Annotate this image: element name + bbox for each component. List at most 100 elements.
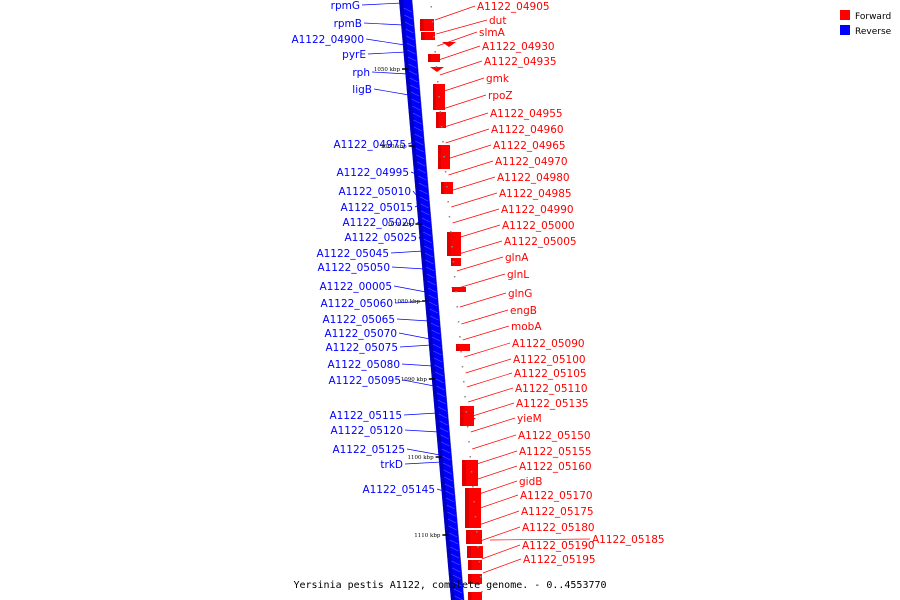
reverse-arrow-hatch	[440, 434, 449, 440]
feature-dot	[476, 531, 478, 533]
reverse-arrow-hatch	[407, 49, 416, 55]
reverse-arrow-hatch	[450, 546, 459, 552]
reverse-label-connector	[407, 141, 414, 145]
reverse-arrow-hatch	[423, 238, 432, 244]
feature-dot	[448, 216, 451, 218]
reverse-arrow-hatch	[421, 217, 431, 223]
reverse-arrow-hatch	[450, 553, 460, 559]
feature-dot	[470, 471, 473, 473]
reverse-gene-label: A1122_05050	[317, 262, 390, 274]
forward-label-connector	[458, 273, 506, 289]
reverse-gene-label: A1122_05015	[340, 202, 413, 214]
reverse-arrow-hatch	[430, 315, 439, 321]
forward-gene-block	[466, 530, 482, 544]
reverse-arrow-hatch	[454, 595, 463, 600]
reverse-arrow-hatch	[411, 98, 420, 104]
forward-label-connector	[445, 128, 490, 144]
feature-dot	[431, 21, 434, 23]
forward-label-connector	[482, 558, 522, 574]
forward-gene-label: yieM	[517, 413, 542, 425]
forward-label-connector	[465, 358, 512, 374]
reverse-arrow-hatch	[441, 441, 450, 447]
reverse-gene-label: A1122_05080	[327, 359, 400, 371]
reverse-label-connector	[394, 300, 428, 304]
reverse-arrow-hatch	[446, 504, 455, 510]
forward-gene-label: slmA	[479, 27, 506, 39]
reverse-arrow-hatch	[405, 28, 414, 34]
reverse-arrow-hatch	[415, 147, 424, 153]
reverse-arrow-hatch	[428, 294, 437, 300]
forward-label-connector	[477, 494, 519, 510]
forward-label-connector	[444, 112, 489, 128]
forward-label-connector	[462, 325, 510, 341]
forward-gene-label: A1122_05105	[514, 368, 587, 380]
reverse-gene-label: A1122_04900	[291, 34, 364, 46]
reverse-arrow-hatch	[449, 539, 458, 545]
forward-gene-label: gidB	[519, 476, 542, 488]
forward-gene-label: A1122_05185	[592, 534, 665, 546]
feature-dot	[472, 486, 474, 488]
reverse-arrow-hatch	[418, 175, 427, 181]
forward-gene-shade	[465, 502, 469, 528]
forward-label-connector	[489, 538, 591, 541]
reverse-arrow-hatch	[403, 7, 412, 13]
reverse-arrow-hatch	[435, 371, 444, 377]
reverse-arrow-hatch	[426, 273, 435, 279]
reverse-arrow-hatch	[453, 581, 462, 587]
forward-gene-arrow	[451, 287, 465, 292]
reverse-arrow-hatch	[447, 518, 457, 524]
reverse-arrow-hatch	[421, 210, 430, 216]
forward-gene-label: A1122_04990	[501, 204, 574, 216]
forward-gene-label: A1122_04970	[495, 156, 568, 168]
forward-gene-label: A1122_05155	[519, 446, 592, 458]
forward-label-connector	[464, 342, 511, 358]
reverse-label-connector	[404, 461, 442, 465]
reverse-gene-label: rpmB	[334, 18, 362, 30]
feature-dot	[481, 591, 483, 593]
reverse-arrow-hatch	[432, 336, 441, 342]
reverse-gene-label: A1122_05070	[324, 328, 397, 340]
forward-gene-label: A1122_05135	[516, 398, 589, 410]
feature-dot	[455, 291, 457, 293]
reverse-arrow-hatch	[420, 203, 429, 209]
reverse-gene-label: A1122_05060	[320, 298, 393, 310]
forward-gene-label: A1122_04905	[477, 1, 550, 13]
forward-gene-shade	[462, 460, 466, 486]
forward-gene-label: A1122_05160	[519, 461, 592, 473]
reverse-label-connector	[403, 412, 438, 416]
forward-gene-label: A1122_04955	[490, 108, 563, 120]
feature-dot	[456, 306, 459, 308]
forward-gene-block	[465, 488, 481, 502]
legend-label: Forward	[855, 12, 891, 22]
reverse-gene-label: pyrE	[342, 49, 366, 61]
reverse-arrow-hatch	[452, 574, 461, 580]
reverse-label-connector	[412, 190, 419, 198]
forward-gene-block	[462, 460, 478, 486]
forward-label-connector	[472, 434, 517, 450]
forward-label-connector	[448, 160, 494, 176]
forward-label-connector	[453, 224, 501, 240]
reverse-gene-label: A1122_05065	[322, 314, 395, 326]
reverse-arrow-hatch	[404, 21, 414, 27]
reverse-arrow-hatch	[442, 462, 452, 468]
reverse-label-connector	[418, 236, 423, 244]
forward-gene-label: A1122_05170	[520, 490, 593, 502]
reverse-arrow-hatch	[447, 511, 456, 517]
forward-label-connector	[461, 309, 509, 325]
feature-dot	[446, 186, 448, 188]
feature-dot	[466, 426, 469, 428]
reverse-arrow-hatch	[407, 56, 417, 62]
reverse-arrow-hatch	[425, 259, 434, 265]
forward-gene-label: A1122_05100	[513, 354, 586, 366]
reverse-arrow-hatch	[441, 448, 451, 454]
reverse-gene-label: A1122_05010	[338, 186, 411, 198]
feature-dot	[474, 516, 477, 518]
forward-gene-arrow	[430, 67, 444, 72]
reverse-label-connector	[404, 429, 439, 433]
forward-gene-block	[421, 32, 435, 40]
reverse-label-connector	[406, 448, 441, 456]
forward-label-connector	[459, 292, 507, 308]
reverse-gene-label: A1122_05115	[329, 410, 402, 422]
reverse-arrow-hatch	[418, 182, 427, 188]
forward-gene-shade	[436, 112, 439, 128]
